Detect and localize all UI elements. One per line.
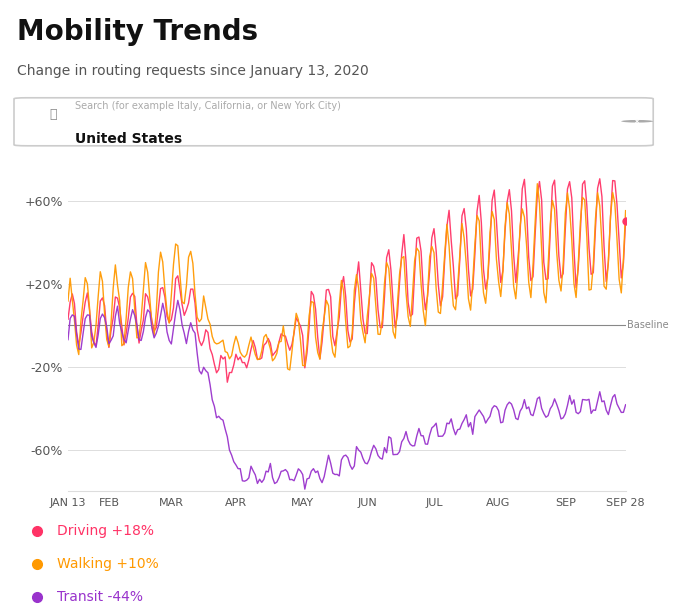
FancyBboxPatch shape	[14, 98, 653, 146]
Text: Driving +18%: Driving +18%	[56, 524, 154, 538]
Text: Transit -44%: Transit -44%	[56, 591, 143, 604]
Text: ✕: ✕	[633, 116, 641, 126]
Text: Mobility Trends: Mobility Trends	[17, 18, 258, 47]
Text: 🔍: 🔍	[49, 108, 56, 121]
Text: Search (for example Italy, California, or New York City): Search (for example Italy, California, o…	[75, 101, 341, 111]
Circle shape	[622, 120, 653, 123]
Text: United States: United States	[75, 132, 182, 146]
Text: Change in routing requests since January 13, 2020: Change in routing requests since January…	[17, 64, 369, 79]
Text: Walking +10%: Walking +10%	[56, 558, 158, 571]
Text: Baseline: Baseline	[627, 321, 668, 330]
